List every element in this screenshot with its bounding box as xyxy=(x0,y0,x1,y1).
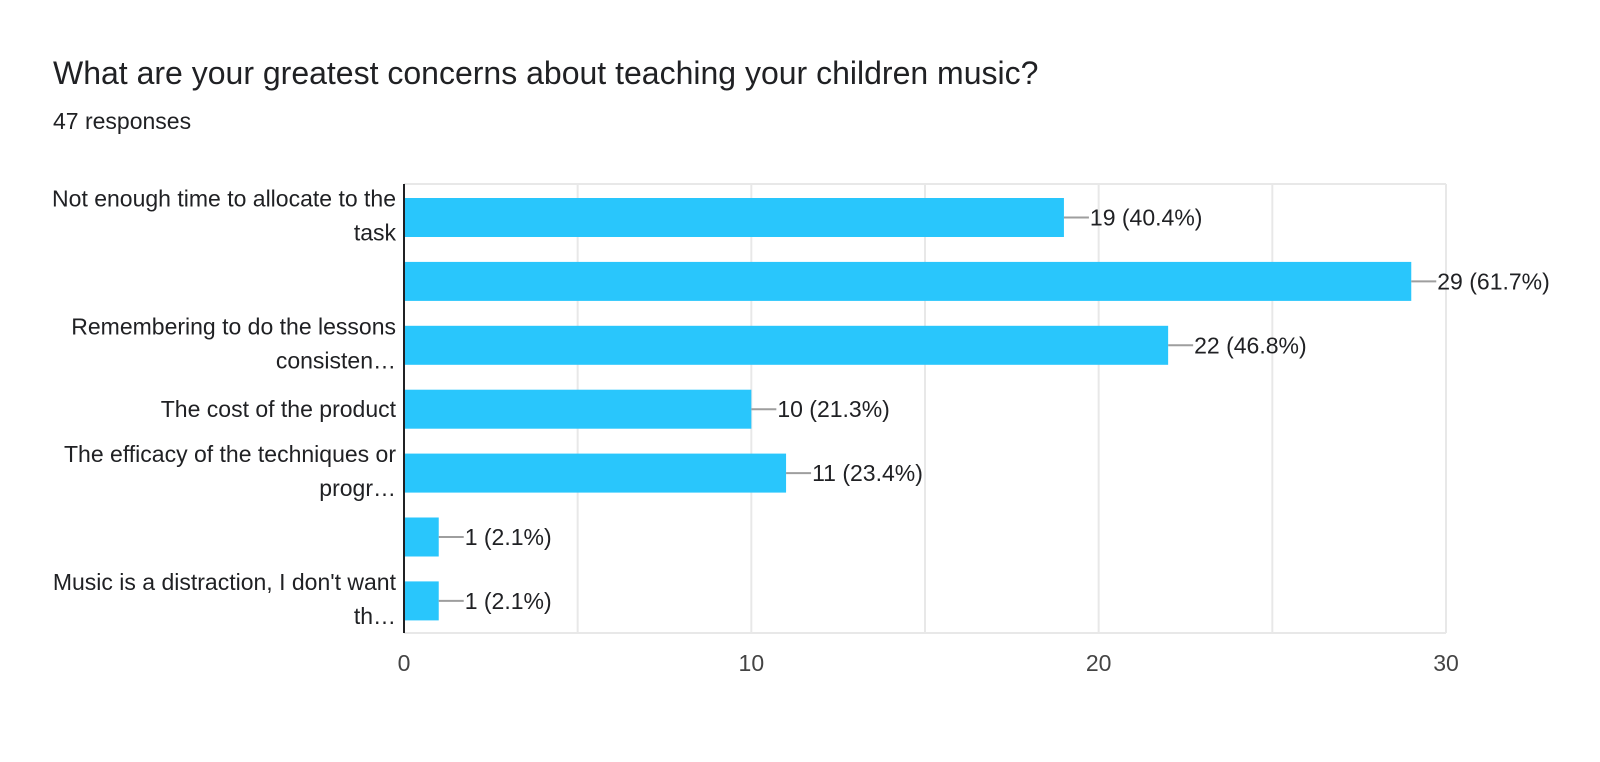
response-count: 47 responses xyxy=(53,108,192,134)
data-label: 1 (2.1%) xyxy=(465,524,552,550)
data-label: 10 (21.3%) xyxy=(777,396,890,422)
x-tick-label: 0 xyxy=(398,650,411,676)
category-label: Music is a distraction, I don't want xyxy=(53,569,397,595)
category-label: consisten… xyxy=(276,347,396,373)
data-label: 11 (23.4%) xyxy=(812,460,923,486)
category-label: The efficacy of the techniques or xyxy=(64,441,396,467)
data-label: 19 (40.4%) xyxy=(1090,205,1203,231)
bar xyxy=(404,453,787,493)
x-tick-label: 30 xyxy=(1433,650,1459,676)
bar xyxy=(404,581,439,621)
data-label: 29 (61.7%) xyxy=(1437,268,1550,294)
chart-title: What are your greatest concerns about te… xyxy=(53,55,1039,91)
category-label: th… xyxy=(354,603,396,629)
bar xyxy=(404,517,439,557)
bar xyxy=(404,261,1412,301)
category-label: task xyxy=(354,220,397,246)
category-label: The cost of the product xyxy=(161,396,397,422)
bar xyxy=(404,389,752,429)
bar xyxy=(404,325,1169,365)
category-label: Not enough time to allocate to the xyxy=(52,186,396,212)
data-label: 1 (2.1%) xyxy=(465,588,552,614)
bar xyxy=(404,198,1064,237)
x-tick-label: 10 xyxy=(739,650,765,676)
x-tick-label: 20 xyxy=(1086,650,1112,676)
data-label: 22 (46.8%) xyxy=(1194,332,1307,358)
category-label: Remembering to do the lessons xyxy=(71,313,396,339)
category-label: progr… xyxy=(319,475,396,501)
